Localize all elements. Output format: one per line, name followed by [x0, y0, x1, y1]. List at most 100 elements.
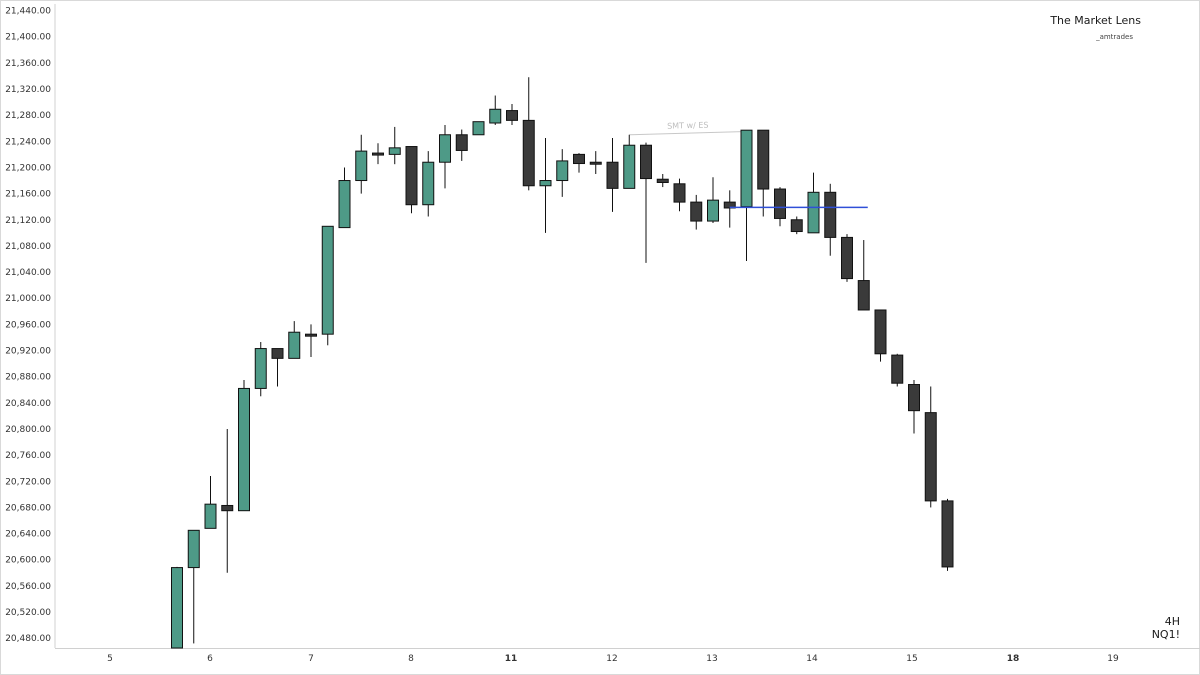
y-tick-label: 21,200.00 — [5, 163, 51, 173]
candle-bullish[interactable] — [472, 121, 485, 136]
candle-bearish[interactable] — [924, 386, 937, 508]
candle-body — [740, 129, 753, 208]
candle-body — [841, 236, 853, 280]
candle-bullish[interactable] — [187, 529, 200, 644]
candle-bearish[interactable] — [891, 353, 904, 387]
candle-bullish[interactable] — [539, 138, 552, 233]
candle-body — [589, 161, 602, 165]
candle-body — [305, 333, 317, 337]
y-tick-label: 20,600.00 — [5, 556, 51, 566]
candle-body — [221, 504, 234, 512]
candle-bullish[interactable] — [238, 379, 250, 512]
x-tick-label: 5 — [107, 654, 113, 664]
candle-bullish[interactable] — [707, 177, 719, 224]
candle-bullish[interactable] — [321, 225, 334, 346]
y-tick-label: 20,480.00 — [5, 634, 51, 644]
candle-bullish[interactable] — [807, 172, 820, 234]
candle-bearish[interactable] — [455, 129, 468, 161]
candle-body — [204, 503, 217, 529]
candle-bullish[interactable] — [489, 95, 502, 125]
candle-bearish[interactable] — [573, 153, 585, 173]
candle-body — [874, 309, 887, 355]
candle-body — [606, 161, 619, 189]
candle-body — [388, 147, 401, 155]
candle-bullish[interactable] — [422, 151, 435, 217]
candle-bullish[interactable] — [171, 566, 183, 649]
candle-bullish[interactable] — [355, 134, 368, 194]
candle-body — [171, 567, 183, 649]
candle-body — [924, 412, 937, 502]
candle-bearish[interactable] — [757, 129, 770, 217]
candle-bearish[interactable] — [221, 428, 234, 573]
candle-body — [774, 188, 786, 219]
symbol-label: NQ1! — [1151, 628, 1180, 641]
y-tick-label: 21,400.00 — [5, 33, 51, 43]
y-tick-label: 21,280.00 — [5, 111, 51, 121]
candle-bullish[interactable] — [623, 134, 636, 189]
candle-body — [690, 201, 703, 222]
candle-body — [254, 348, 267, 389]
candle-bearish[interactable] — [690, 194, 703, 230]
candle-bearish[interactable] — [908, 379, 920, 434]
candle-body — [238, 387, 250, 512]
y-tick-label: 20,520.00 — [5, 608, 51, 618]
candle-bearish[interactable] — [372, 143, 384, 165]
candle-bearish[interactable] — [305, 324, 317, 358]
y-tick-label: 20,680.00 — [5, 503, 51, 513]
candle-body — [908, 384, 920, 412]
smt-annotation-label: SMT w/ ES — [667, 121, 709, 131]
candle-body — [489, 108, 502, 124]
candle-bullish[interactable] — [204, 476, 217, 529]
candle-body — [455, 134, 468, 151]
x-tick-label: 15 — [906, 654, 917, 664]
candle-bearish[interactable] — [522, 77, 535, 191]
candle-body — [506, 110, 518, 121]
candle-bullish[interactable] — [338, 167, 351, 229]
y-tick-label: 21,440.00 — [5, 7, 51, 17]
candle-body — [807, 191, 820, 234]
candle-bullish[interactable] — [388, 126, 401, 165]
candle-body — [288, 331, 301, 359]
y-axis: 21,440.00 21,400.00 21,360.00 21,320.00 21,2… — [5, 7, 51, 645]
candle-bearish[interactable] — [506, 104, 518, 125]
candle-bullish[interactable] — [288, 321, 301, 359]
x-tick-label: 8 — [408, 654, 414, 664]
candle-body — [941, 500, 954, 568]
candle-bearish[interactable] — [589, 151, 602, 174]
candle-bearish[interactable] — [790, 216, 803, 235]
candle-body — [321, 225, 334, 335]
candle-bearish[interactable] — [640, 142, 652, 263]
y-tick-label: 21,120.00 — [5, 216, 51, 226]
x-tick-label: 13 — [706, 654, 717, 664]
y-tick-label: 21,160.00 — [5, 190, 51, 200]
candle-body — [790, 219, 803, 233]
y-tick-label: 21,040.00 — [5, 268, 51, 278]
candle-body — [405, 146, 418, 206]
candle-bearish[interactable] — [606, 138, 619, 212]
candle-body — [656, 178, 669, 183]
candle-bearish[interactable] — [824, 183, 837, 256]
candle-body — [372, 152, 384, 156]
candle-bullish[interactable] — [439, 124, 451, 189]
candle-body — [623, 144, 636, 189]
candle-bearish[interactable] — [941, 498, 954, 571]
candle-bearish[interactable] — [673, 178, 686, 212]
candle-body — [187, 529, 200, 569]
candle-bearish[interactable] — [271, 348, 284, 387]
x-tick-label: 11 — [505, 654, 518, 664]
watermark-subtitle: _amtrades — [1096, 33, 1133, 41]
y-tick-label: 21,320.00 — [5, 85, 51, 95]
candle-bearish[interactable] — [841, 234, 853, 282]
candle-bullish[interactable] — [254, 342, 267, 397]
candle-bearish[interactable] — [857, 240, 870, 311]
candle-bearish[interactable] — [405, 146, 418, 214]
watermark-title: The Market Lens — [1050, 14, 1141, 27]
smt-divergence-line[interactable] — [629, 130, 747, 136]
candle-bullish[interactable] — [556, 149, 569, 197]
candle-bearish[interactable] — [874, 309, 887, 362]
candle-bearish[interactable] — [656, 173, 669, 188]
y-tick-label: 20,840.00 — [5, 399, 51, 409]
candle-body — [355, 150, 368, 182]
